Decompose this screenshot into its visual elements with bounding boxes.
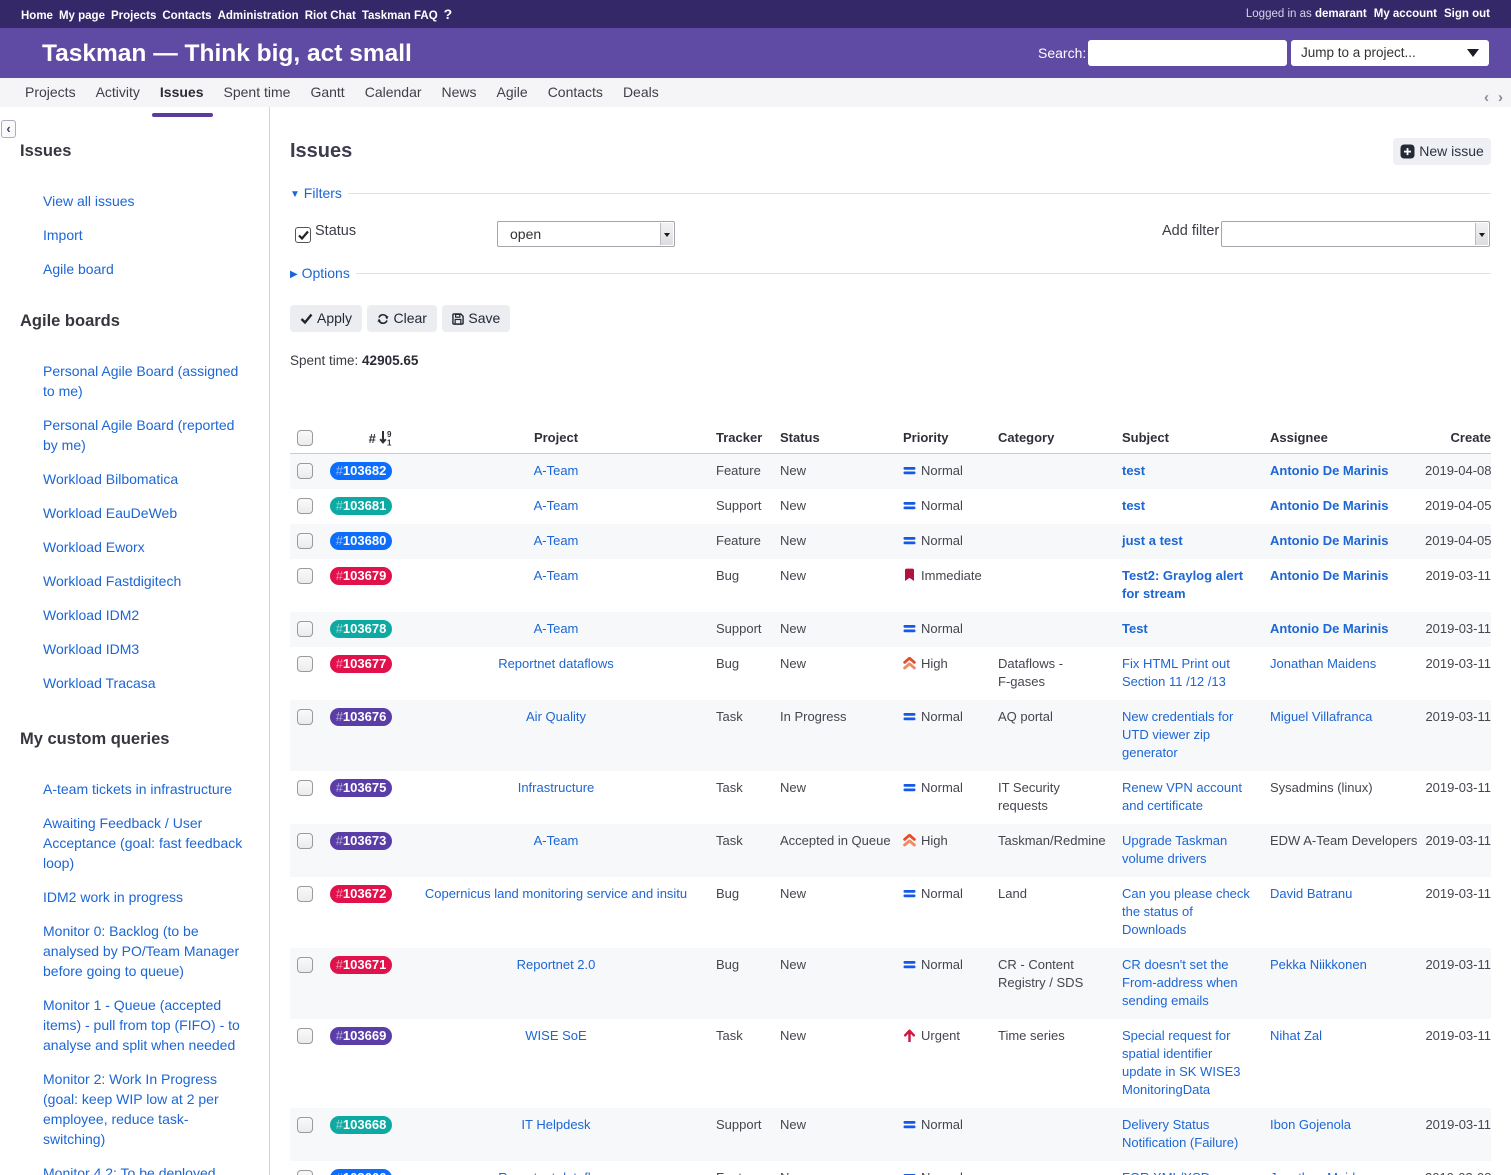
svg-text:9: 9: [387, 430, 392, 439]
svg-text:1: 1: [387, 438, 392, 446]
